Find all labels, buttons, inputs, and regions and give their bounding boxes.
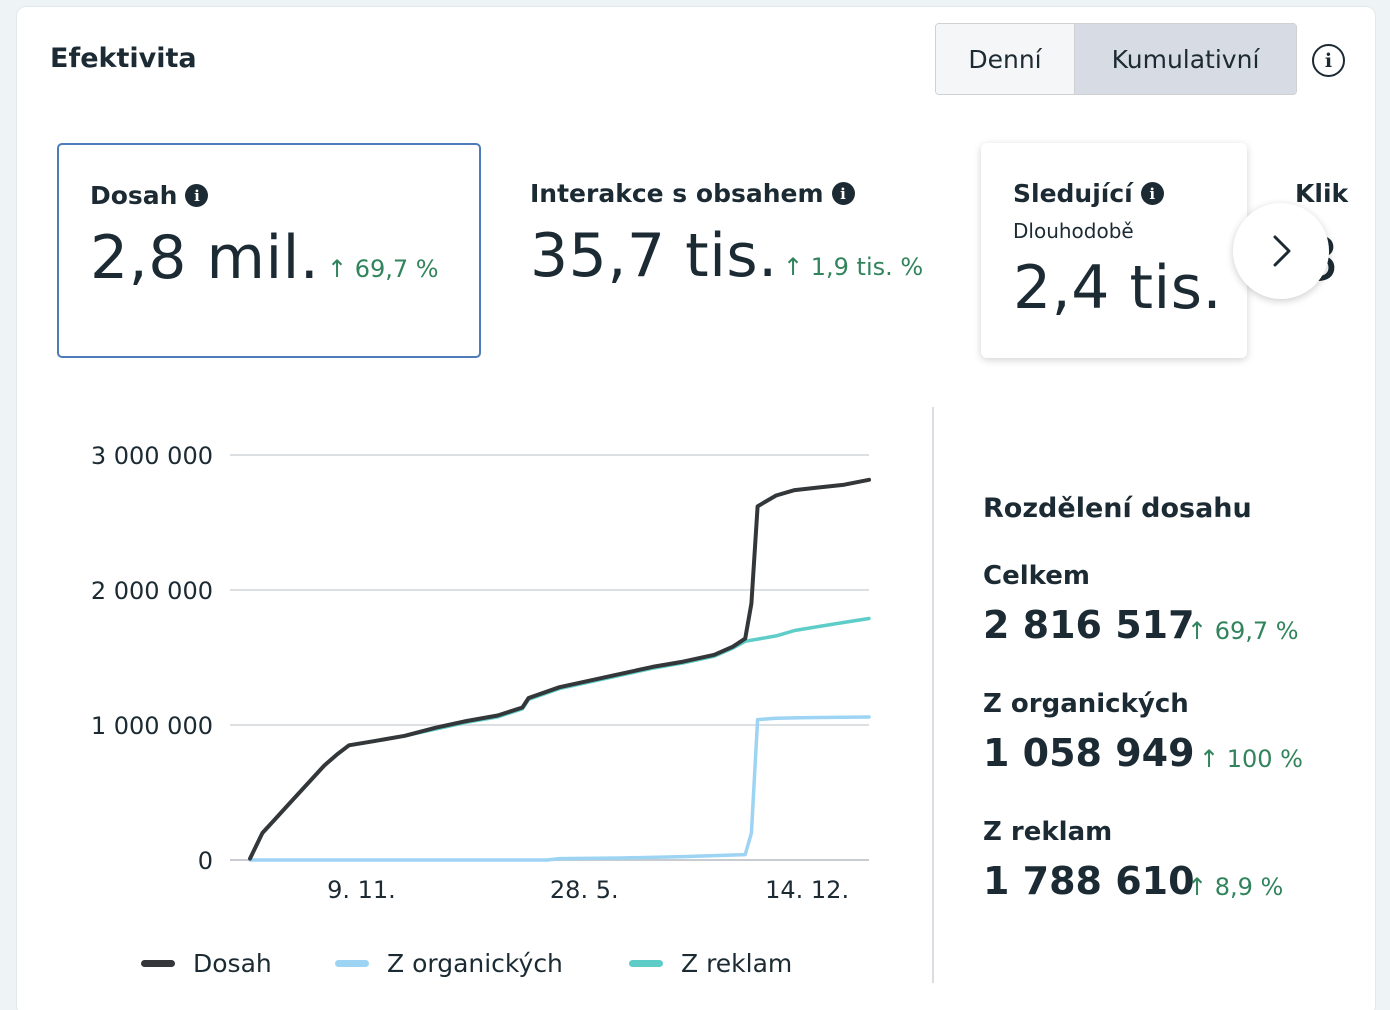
breakdown-title: Rozdělení dosahu <box>983 493 1252 524</box>
breakdown-change: ↑ 100 % <box>1199 745 1303 773</box>
metric-change: ↑ 1,9 tis. % <box>783 253 924 281</box>
metric-label: Sledující i <box>1013 179 1164 208</box>
card-title: Efektivita <box>50 43 197 74</box>
view-toggle: Denní Kumulativní <box>935 23 1297 95</box>
info-icon[interactable]: i <box>185 184 209 207</box>
efficiency-card: Efektivita Denní Kumulativní i Dosah i 2… <box>16 6 1376 1010</box>
series-line-1 <box>248 715 871 862</box>
legend-label: Z reklam <box>681 949 793 978</box>
y-tick-label: 2 000 000 <box>91 577 213 605</box>
breakdown-value: 1 788 610 <box>983 859 1195 903</box>
series-line-2 <box>248 616 871 861</box>
x-tick-label: 9. 11. <box>327 876 396 904</box>
metric-card-interactions[interactable]: Interakce s obsahem i 35,7 tis. ↑ 1,9 ti… <box>527 143 957 358</box>
metric-label: Interakce s obsahem i <box>530 179 855 208</box>
next-metrics-button[interactable] <box>1233 203 1329 299</box>
breakdown-label: Z organických <box>983 689 1189 719</box>
legend-item-ads[interactable]: Z reklam <box>629 949 792 978</box>
divider <box>932 407 934 983</box>
info-icon[interactable]: i <box>831 182 855 205</box>
legend-swatch <box>629 960 663 967</box>
legend-swatch <box>335 960 369 967</box>
metric-value: 2,8 mil. <box>90 223 320 293</box>
y-tick-label: 1 000 000 <box>91 712 213 740</box>
metric-label-text: Dosah <box>90 181 178 210</box>
metric-label: Klik <box>1295 179 1349 208</box>
chevron-right-icon <box>1273 235 1291 267</box>
legend-label: Z organických <box>387 949 563 978</box>
metric-label: Dosah i <box>90 181 209 210</box>
x-tick-label: 28. 5. <box>550 876 619 904</box>
legend-label: Dosah <box>193 949 272 978</box>
metric-value: 35,7 tis. <box>530 221 778 291</box>
info-icon[interactable]: i <box>1140 182 1164 205</box>
metric-label-text: Interakce s obsahem <box>530 179 824 208</box>
legend-item-dosah[interactable]: Dosah <box>141 949 272 978</box>
metric-card-followers[interactable]: Sledující i Dlouhodobě 2,4 tis. <box>981 143 1247 358</box>
breakdown-change: ↑ 8,9 % <box>1187 873 1284 901</box>
daily-toggle-button[interactable]: Denní <box>936 24 1075 94</box>
breakdown-label: Z reklam <box>983 817 1113 847</box>
cumulative-toggle-button[interactable]: Kumulativní <box>1075 24 1296 94</box>
legend-swatch <box>141 960 175 967</box>
metric-card-reach[interactable]: Dosah i 2,8 mil. ↑ 69,7 % <box>57 143 481 358</box>
legend-item-organic[interactable]: Z organických <box>335 949 563 978</box>
y-tick-label: 3 000 000 <box>91 442 213 470</box>
x-tick-label: 14. 12. <box>765 876 849 904</box>
info-icon[interactable]: i <box>1312 44 1345 77</box>
breakdown-value: 2 816 517 <box>983 603 1195 647</box>
metric-label-text: Sledující <box>1013 179 1133 208</box>
metric-change: ↑ 69,7 % <box>327 255 439 283</box>
breakdown-value: 1 058 949 <box>983 731 1195 775</box>
metric-sublabel: Dlouhodobě <box>1013 219 1134 243</box>
breakdown-label: Celkem <box>983 561 1090 591</box>
reach-line-chart: 3 000 000 2 000 000 1 000 000 0 9. 11. 28. 5.… <box>91 442 871 904</box>
y-tick-label: 0 <box>198 847 213 875</box>
metric-value: 2,4 tis. <box>1013 253 1223 323</box>
series-line-0 <box>248 477 871 861</box>
breakdown-change: ↑ 69,7 % <box>1187 617 1299 645</box>
